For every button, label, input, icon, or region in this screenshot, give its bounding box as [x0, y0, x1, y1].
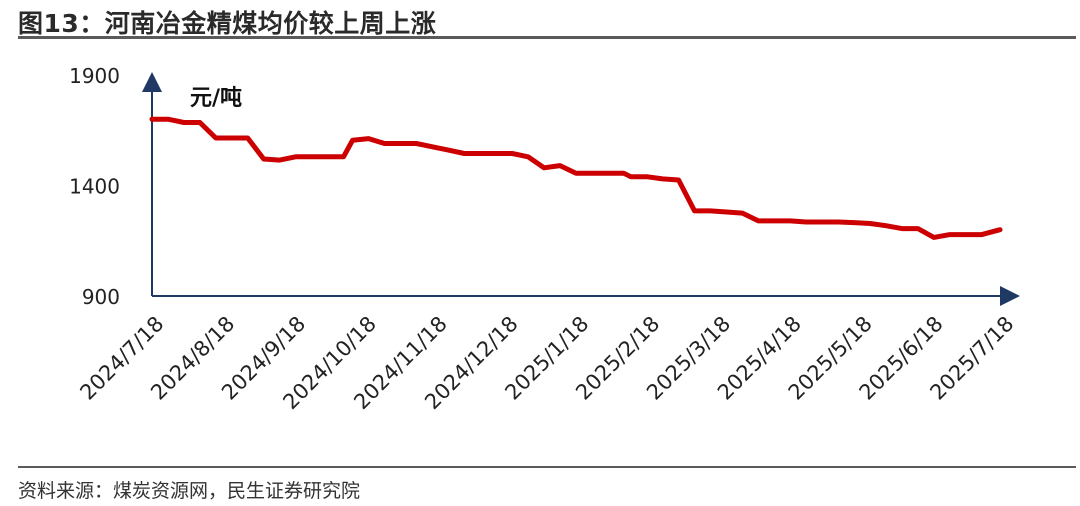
title-divider [18, 36, 1076, 39]
series-layer [149, 116, 1003, 240]
axes [142, 72, 1020, 306]
y-tick-label: 900 [82, 285, 120, 309]
price-line-chart: 900140019002024/7/182024/8/182024/9/1820… [69, 64, 1020, 414]
chart-title: 图13：河南冶金精煤均价较上周上涨 [18, 9, 437, 38]
source-divider [18, 466, 1076, 468]
price-series-line [149, 116, 1003, 240]
y-tick-label: 1400 [69, 175, 120, 199]
y-axis-unit-label: 元/吨 [190, 86, 242, 111]
tick-labels: 900140019002024/7/182024/8/182024/9/1820… [69, 64, 1018, 414]
source-note: 资料来源：煤炭资源网，民生证券研究院 [18, 480, 361, 502]
y-tick-label: 1900 [69, 64, 120, 88]
